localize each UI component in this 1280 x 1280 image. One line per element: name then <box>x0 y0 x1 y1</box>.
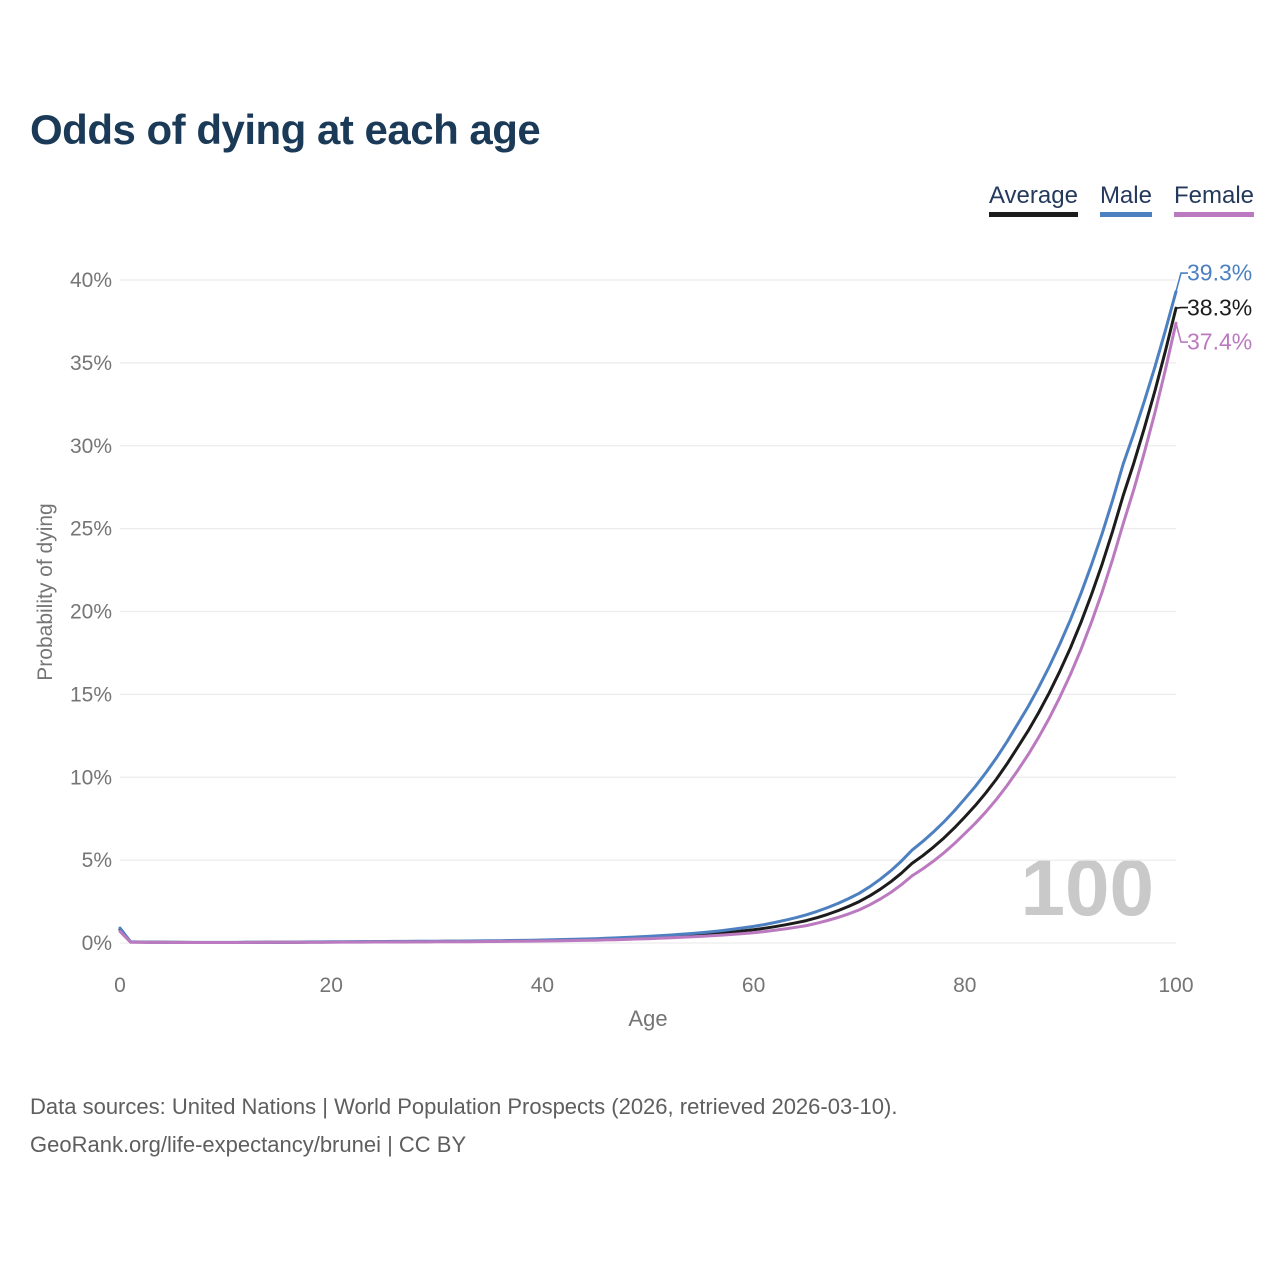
legend-male-color-swatch <box>1099 212 1152 218</box>
legend-average-color-swatch <box>988 212 1078 218</box>
y-tick-label-30: 30% <box>70 435 112 458</box>
series-line-female <box>118 321 1178 944</box>
legend-female-color-swatch <box>1173 212 1254 218</box>
y-tick-label-25: 25% <box>70 518 112 541</box>
legend: Average Male Female <box>988 182 1254 218</box>
legend-item-male[interactable]: Male <box>1099 182 1152 218</box>
y-tick-label-0: 0% <box>82 932 112 955</box>
y-tick-label-40: 40% <box>70 269 112 292</box>
y-tick-label-5: 5% <box>82 849 112 872</box>
y-tick-label-35: 35% <box>70 352 112 375</box>
end-label-connector-average <box>1175 306 1188 309</box>
end-label-female: 37.4% <box>1187 328 1253 355</box>
end-label-connector-female <box>1175 322 1188 343</box>
legend-item-female[interactable]: Female <box>1173 182 1254 218</box>
y-tick-label-20: 20% <box>70 601 112 624</box>
x-tick-label-60: 60 <box>742 974 765 997</box>
x-tick-label-100: 100 <box>1158 974 1193 997</box>
end-label-male: 39.3% <box>1187 259 1253 286</box>
footer: Data sources: United Nations | World Pop… <box>30 1088 897 1164</box>
x-tick-label-80: 80 <box>953 974 976 997</box>
end-label-connector-male <box>1175 272 1188 292</box>
footer-attribution-line: GeoRank.org/life-expectancy/brunei | CC … <box>30 1132 467 1157</box>
end-label-average: 38.3% <box>1187 294 1253 321</box>
y-tick-label-15: 15% <box>70 683 112 706</box>
legend-item-male-label: Male <box>1099 182 1152 209</box>
x-tick-label-20: 20 <box>320 974 343 997</box>
legend-item-average-label: Average <box>988 182 1078 209</box>
x-tick-label-0: 0 <box>114 974 126 997</box>
legend-item-female-label: Female <box>1173 182 1254 209</box>
y-tick-label-10: 10% <box>70 766 112 789</box>
hover-age-watermark: 100 <box>1020 843 1154 932</box>
series-line-male <box>118 290 1178 944</box>
x-tick-label-40: 40 <box>531 974 554 997</box>
chart-title: Odds of dying at each age <box>30 106 541 153</box>
x-axis-label: Age <box>628 1006 668 1031</box>
series-line-average <box>118 306 1178 944</box>
footer-data-sources-line: Data sources: United Nations | World Pop… <box>30 1094 898 1119</box>
legend-item-average[interactable]: Average <box>988 182 1078 218</box>
